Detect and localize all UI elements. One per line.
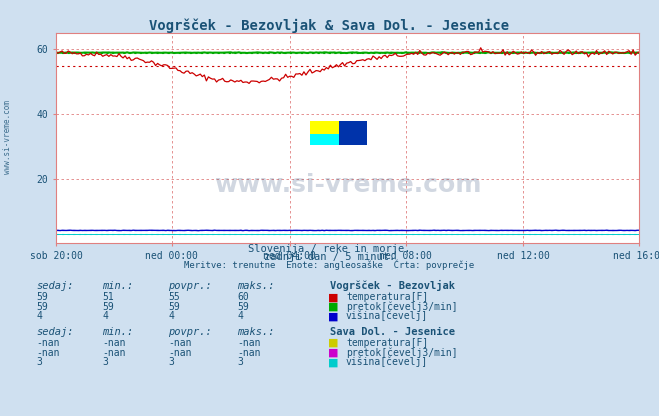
Text: ■: ■ (328, 292, 338, 302)
Text: sedaj:: sedaj: (36, 281, 74, 291)
Text: višina[čevelj]: višina[čevelj] (346, 357, 428, 367)
Text: min.:: min.: (102, 327, 133, 337)
Text: 59: 59 (102, 302, 114, 312)
Text: 59: 59 (36, 292, 48, 302)
Text: 59: 59 (237, 302, 249, 312)
Text: Slovenija / reke in morje.: Slovenija / reke in morje. (248, 244, 411, 254)
Text: -nan: -nan (168, 338, 192, 348)
Text: -nan: -nan (102, 348, 126, 358)
Text: temperatura[F]: temperatura[F] (346, 292, 428, 302)
Text: 4: 4 (168, 312, 174, 322)
Text: višina[čevelj]: višina[čevelj] (346, 311, 428, 322)
Text: 51: 51 (102, 292, 114, 302)
Text: maks.:: maks.: (237, 281, 275, 291)
Text: pretok[čevelj3/min]: pretok[čevelj3/min] (346, 347, 457, 358)
Text: 3: 3 (36, 357, 42, 367)
Text: ■: ■ (328, 348, 338, 358)
Text: 4: 4 (36, 312, 42, 322)
Text: ■: ■ (328, 357, 338, 367)
Text: -nan: -nan (168, 348, 192, 358)
Text: 59: 59 (168, 302, 180, 312)
Text: zadnji dan / 5 minut.: zadnji dan / 5 minut. (264, 252, 395, 262)
Text: 3: 3 (237, 357, 243, 367)
Text: www.si-vreme.com: www.si-vreme.com (3, 100, 13, 174)
FancyBboxPatch shape (339, 121, 368, 144)
Text: ■: ■ (328, 312, 338, 322)
Text: Vogršček - Bezovljak: Vogršček - Bezovljak (330, 280, 455, 291)
Text: 4: 4 (237, 312, 243, 322)
FancyBboxPatch shape (310, 121, 339, 134)
Text: povpr.:: povpr.: (168, 327, 212, 337)
Text: Vogršček - Bezovljak & Sava Dol. - Jesenice: Vogršček - Bezovljak & Sava Dol. - Jesen… (150, 19, 509, 33)
Text: 60: 60 (237, 292, 249, 302)
Text: ■: ■ (328, 302, 338, 312)
Text: Meritve: trenutne  Enote: angleosaške  Črta: povprečje: Meritve: trenutne Enote: angleosaške Črt… (185, 260, 474, 270)
FancyBboxPatch shape (310, 134, 339, 144)
Text: -nan: -nan (102, 338, 126, 348)
Text: www.si-vreme.com: www.si-vreme.com (214, 173, 481, 196)
Text: 3: 3 (102, 357, 108, 367)
Text: pretok[čevelj3/min]: pretok[čevelj3/min] (346, 302, 457, 312)
Text: 4: 4 (102, 312, 108, 322)
Text: povpr.:: povpr.: (168, 281, 212, 291)
Text: -nan: -nan (237, 338, 261, 348)
Text: temperatura[F]: temperatura[F] (346, 338, 428, 348)
Text: -nan: -nan (36, 338, 60, 348)
Text: sedaj:: sedaj: (36, 327, 74, 337)
Text: maks.:: maks.: (237, 327, 275, 337)
Text: 3: 3 (168, 357, 174, 367)
Text: 59: 59 (36, 302, 48, 312)
Text: -nan: -nan (36, 348, 60, 358)
Text: min.:: min.: (102, 281, 133, 291)
Text: -nan: -nan (237, 348, 261, 358)
Text: ■: ■ (328, 338, 338, 348)
Text: Sava Dol. - Jesenice: Sava Dol. - Jesenice (330, 327, 455, 337)
Text: 55: 55 (168, 292, 180, 302)
